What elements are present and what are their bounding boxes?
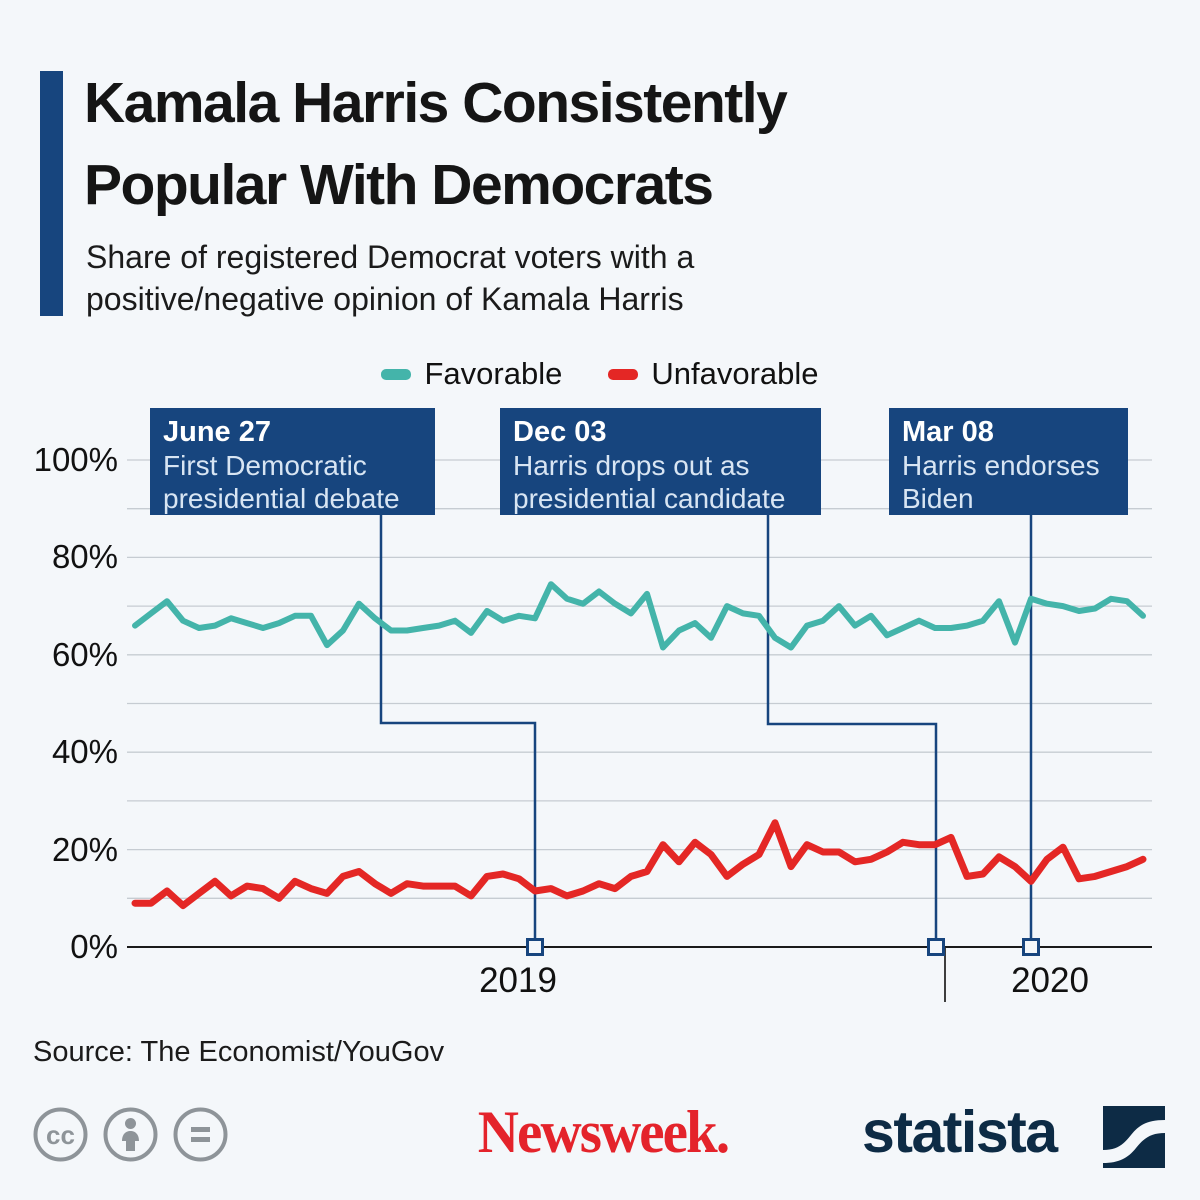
event-text-line2: Biden — [902, 483, 974, 514]
title-line-1: Kamala Harris Consistently — [84, 71, 788, 135]
event-connector — [379, 515, 537, 940]
legend-item-unfavorable: Unfavorable — [608, 356, 819, 392]
event-date: June 27 — [163, 416, 271, 448]
event-text-line1: Harris drops out as — [513, 450, 750, 481]
newsweek-logo: Newsweek. — [477, 1099, 730, 1165]
page-title: Kamala Harris Consistently Popular With … — [84, 62, 788, 226]
event-text-line2: presidential candidate — [513, 483, 786, 514]
statista-logo-icon — [1103, 1106, 1165, 1168]
event-connector — [766, 515, 938, 940]
legend: Favorable Unfavorable — [0, 356, 1200, 392]
title-accent-bar — [40, 71, 63, 316]
x-axis-label-2020: 2020 — [1011, 961, 1089, 1000]
legend-label-favorable: Favorable — [424, 356, 563, 391]
y-axis-label: 40% — [51, 733, 118, 771]
series-line-unfavorable — [131, 819, 1147, 910]
legend-label-unfavorable: Unfavorable — [651, 356, 819, 391]
series-line-favorable — [132, 581, 1146, 651]
event-marker — [526, 938, 544, 956]
event-text-line2: presidential debate — [163, 483, 400, 514]
event-box-dropout: Dec 03 Harris drops out as presidential … — [500, 408, 821, 515]
subtitle-line-2: positive/negative opinion of Kamala Harr… — [86, 281, 684, 317]
chart-subtitle: Share of registered Democrat voters with… — [86, 236, 694, 320]
unfavorable-swatch-icon — [608, 368, 639, 380]
equals-icon — [173, 1107, 228, 1162]
event-text-line1: First Democratic — [163, 450, 367, 481]
y-axis-label: 20% — [51, 830, 118, 868]
y-axis-label: 60% — [51, 635, 118, 673]
event-date: Dec 03 — [513, 416, 607, 448]
x-axis-label-2019: 2019 — [479, 961, 557, 1000]
svg-text:cc: cc — [46, 1120, 75, 1150]
legend-item-favorable: Favorable — [381, 356, 562, 392]
event-box-debate: June 27 First Democratic presidential de… — [150, 408, 435, 515]
event-marker — [1022, 938, 1040, 956]
title-line-2: Popular With Democrats — [84, 153, 714, 217]
cc-icon: cc — [33, 1107, 88, 1162]
event-text-line1: Harris endorses — [902, 450, 1100, 481]
statista-wordmark: statista — [862, 1099, 1058, 1165]
favorable-swatch-icon — [381, 368, 412, 380]
event-box-endorse: Mar 08 Harris endorses Biden — [889, 408, 1128, 515]
event-date: Mar 08 — [902, 416, 994, 448]
y-axis-label: 100% — [33, 441, 118, 478]
source-note: Source: The Economist/YouGov — [33, 1036, 445, 1068]
subtitle-line-1: Share of registered Democrat voters with… — [86, 239, 695, 275]
cc-license: cc — [32, 1106, 229, 1163]
y-axis-label: 0% — [70, 928, 118, 965]
attribution-icon — [103, 1107, 158, 1162]
y-axis-label: 80% — [51, 538, 118, 576]
event-marker — [927, 938, 945, 956]
